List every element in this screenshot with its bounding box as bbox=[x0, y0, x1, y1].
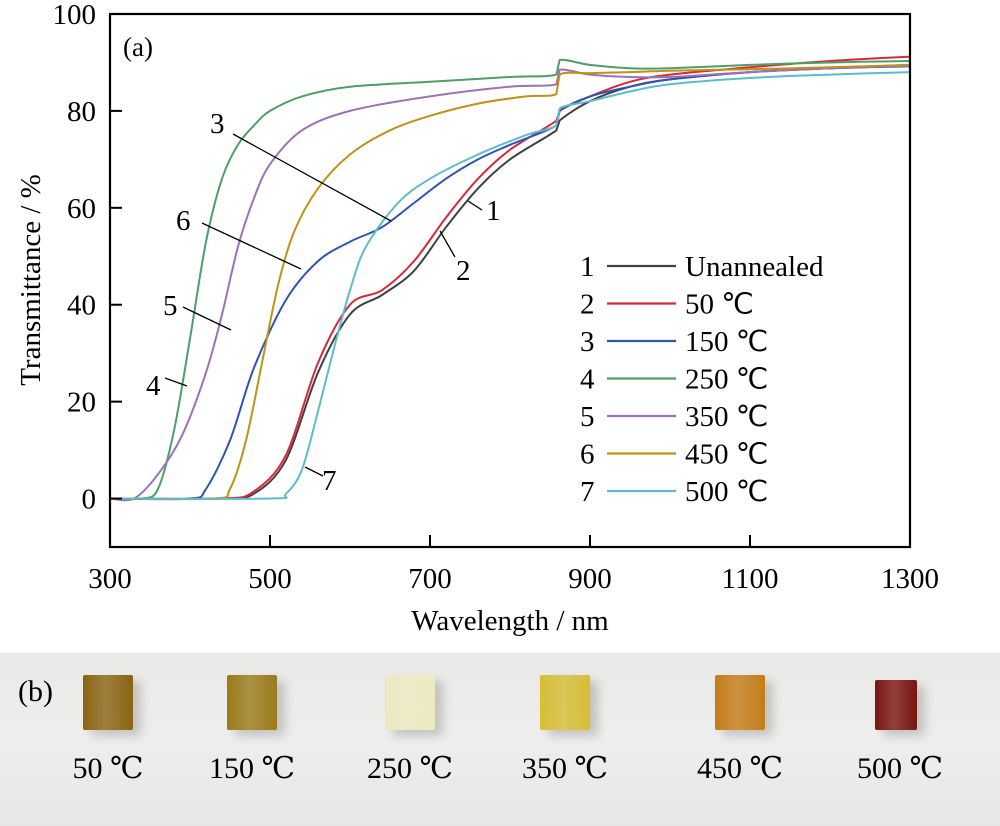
sample-caption-1: 50 ℃ bbox=[72, 752, 144, 785]
annotation-leader-3 bbox=[232, 133, 392, 222]
legend-number-2: 2 bbox=[580, 289, 595, 321]
y-tick-label: 0 bbox=[82, 484, 97, 516]
legend-label-3: 150 ℃ bbox=[685, 326, 768, 358]
annotation-label-4: 4 bbox=[146, 370, 161, 402]
sample-photo-panel: (b) 50 ℃ 150 ℃ 250 ℃ 350 ℃ 450 ℃ 500 ℃ bbox=[0, 653, 1000, 826]
sample-caption-4: 350 ℃ bbox=[521, 752, 609, 785]
x-tick-label: 500 bbox=[248, 563, 292, 595]
x-tick-label: 900 bbox=[568, 563, 612, 595]
legend-number-6: 6 bbox=[580, 439, 595, 471]
y-axis-title: Transmittance / % bbox=[15, 174, 47, 386]
sample-crystal-2 bbox=[227, 675, 277, 730]
y-tick-label: 20 bbox=[67, 387, 96, 419]
panel-label-b: (b) bbox=[18, 675, 53, 708]
legend-number-4: 4 bbox=[580, 364, 595, 396]
annotation-label-5: 5 bbox=[163, 290, 178, 322]
legend-number-1: 1 bbox=[580, 251, 595, 283]
annotation-leader-2 bbox=[439, 230, 456, 258]
x-tick-label: 1100 bbox=[722, 563, 779, 595]
series-line-3 bbox=[109, 65, 911, 501]
legend-label-4: 250 ℃ bbox=[685, 364, 768, 396]
series-layer bbox=[109, 55, 911, 502]
x-axis: 300 500 700 900 1100 1300 bbox=[88, 535, 939, 595]
series-line-6 bbox=[109, 63, 911, 501]
annotation-leader-7 bbox=[304, 466, 324, 477]
annotation-label-2: 2 bbox=[456, 255, 471, 287]
legend-label-5: 350 ℃ bbox=[685, 401, 768, 433]
panel-label-a: (a) bbox=[123, 32, 153, 62]
series-line-5 bbox=[109, 64, 911, 502]
y-tick-label: 80 bbox=[67, 96, 96, 128]
curve-annotations: 12 3 4 5 6 7 bbox=[146, 108, 501, 497]
x-tick-label: 1300 bbox=[881, 563, 939, 595]
legend-label-7: 500 ℃ bbox=[685, 476, 768, 508]
legend-number-3: 3 bbox=[580, 326, 595, 358]
sample-crystal-6 bbox=[875, 680, 917, 730]
annotation-label-3: 3 bbox=[210, 108, 225, 140]
sample-caption-6: 500 ℃ bbox=[856, 752, 944, 785]
y-tick-label: 40 bbox=[67, 290, 96, 322]
annotation-leader-1 bbox=[467, 200, 483, 211]
annotation-label-1: 1 bbox=[486, 195, 501, 227]
series-line-7 bbox=[109, 71, 911, 500]
x-tick-label: 300 bbox=[88, 563, 132, 595]
x-tick-label: 700 bbox=[408, 563, 452, 595]
legend-number-7: 7 bbox=[580, 476, 595, 508]
sample-crystal-4 bbox=[540, 675, 590, 730]
sample-caption-2: 150 ℃ bbox=[208, 752, 296, 785]
legend-label-1: Unannealed bbox=[685, 251, 824, 283]
plot-frame bbox=[108, 12, 912, 549]
legend-label-6: 450 ℃ bbox=[685, 439, 768, 471]
y-tick-label: 60 bbox=[67, 193, 96, 225]
annotation-label-7: 7 bbox=[322, 465, 337, 497]
sample-crystal-3 bbox=[385, 675, 435, 730]
sample-caption-5: 450 ℃ bbox=[696, 752, 784, 785]
legend-label-2: 50 ℃ bbox=[685, 289, 754, 321]
sample-crystal-1 bbox=[83, 675, 133, 730]
sample-caption-3: 250 ℃ bbox=[366, 752, 454, 785]
series-line-4 bbox=[109, 58, 911, 501]
sample-crystal-5 bbox=[715, 675, 765, 730]
transmittance-chart: 300 500 700 900 1100 1300 0 20 40 60 80 100 (a) Wa… bbox=[15, 0, 939, 637]
y-axis: 0 20 40 60 80 100 bbox=[53, 0, 122, 516]
legend-number-5: 5 bbox=[580, 401, 595, 433]
annotation-leader-6 bbox=[201, 222, 302, 270]
annotation-leader-4 bbox=[164, 377, 188, 387]
annotation-leader-5 bbox=[182, 306, 232, 331]
series-line-2 bbox=[109, 55, 911, 501]
x-axis-title: Wavelength / nm bbox=[411, 605, 609, 637]
annotation-label-6: 6 bbox=[176, 205, 191, 237]
y-tick-label: 100 bbox=[53, 0, 97, 31]
